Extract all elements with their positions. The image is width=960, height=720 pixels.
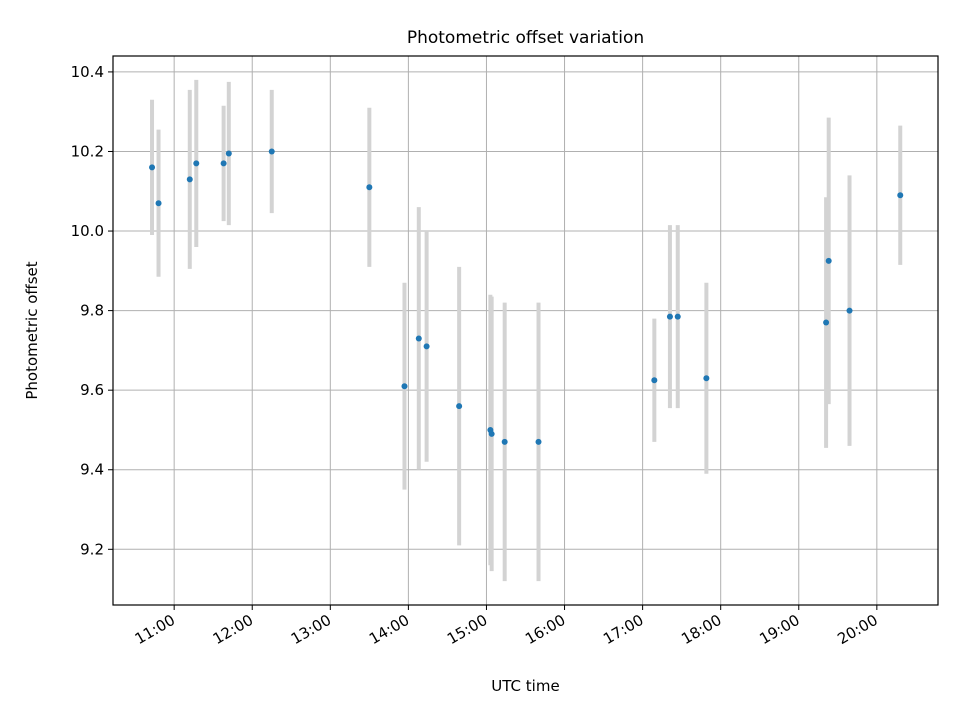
- data-point: [535, 438, 542, 445]
- data-point: [651, 377, 658, 384]
- data-point: [897, 192, 904, 199]
- data-point: [401, 383, 408, 390]
- grid-layer: [113, 56, 938, 605]
- chart-title: Photometric offset variation: [407, 28, 644, 48]
- y-tick-label: 10.4: [71, 63, 104, 81]
- x-axis-label: UTC time: [491, 677, 559, 695]
- data-point: [501, 438, 508, 445]
- data-point: [846, 307, 853, 314]
- data-point: [268, 148, 275, 155]
- y-tick-label: 9.2: [80, 540, 104, 558]
- data-point: [220, 160, 227, 167]
- point-layer: [149, 148, 904, 445]
- data-point: [666, 313, 673, 320]
- data-point: [825, 257, 832, 264]
- data-point: [366, 184, 373, 191]
- y-tick-label: 9.6: [80, 381, 104, 399]
- data-point: [193, 160, 200, 167]
- y-tick-label: 9.8: [80, 302, 104, 320]
- data-point: [149, 164, 156, 171]
- plot-frame: [112, 55, 939, 606]
- data-point: [186, 176, 193, 183]
- data-point: [674, 313, 681, 320]
- data-point: [823, 319, 830, 326]
- data-point: [703, 375, 710, 382]
- data-point: [155, 200, 162, 207]
- data-point: [456, 403, 463, 410]
- data-point: [488, 430, 495, 437]
- data-point: [415, 335, 422, 342]
- y-tick-label: 10.0: [71, 222, 104, 240]
- data-point: [423, 343, 430, 350]
- y-tick-label: 9.4: [80, 461, 104, 479]
- y-tick-label: 10.2: [71, 142, 104, 160]
- y-axis-label: Photometric offset: [23, 261, 41, 399]
- data-point: [225, 150, 232, 157]
